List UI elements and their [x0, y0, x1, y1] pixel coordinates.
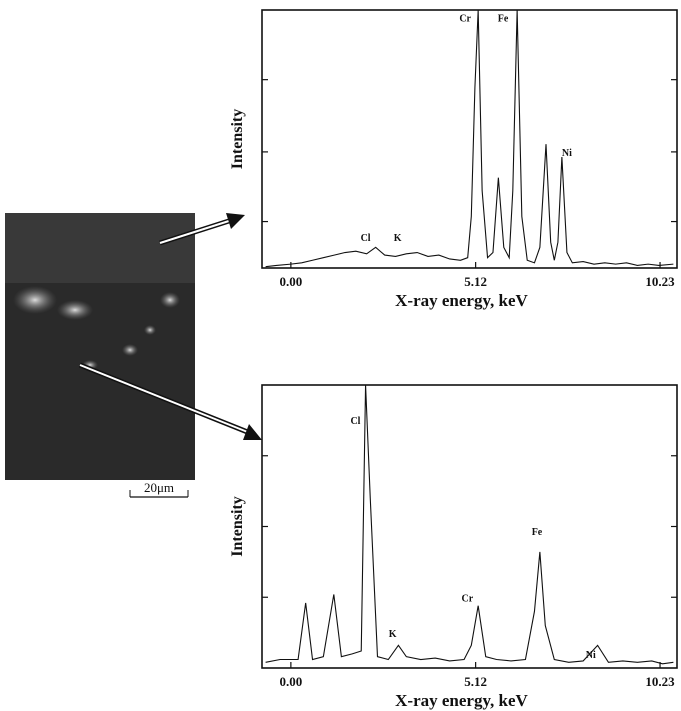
x-tick-label: 0.00: [279, 674, 302, 689]
scale-bar-label: 20μm: [144, 480, 174, 495]
y-axis-label: Intensity: [229, 109, 246, 169]
peak-label: Cr: [459, 14, 471, 25]
peak-label: Fe: [498, 14, 509, 25]
peak-label: Ni: [586, 650, 596, 661]
spectrum-chart: 0.00 5.12 10.23 X-ray energy, keV Intensity C…: [229, 384, 678, 710]
peak-label: Cl: [350, 416, 360, 427]
x-tick-label: 0.00: [279, 274, 302, 289]
arrows: [79, 213, 262, 440]
y-axis-label: Intensity: [229, 496, 246, 556]
peak-label: Ni: [562, 148, 572, 159]
x-tick-label: 5.12: [464, 274, 487, 289]
x-axis-label: X-ray energy, keV: [395, 691, 528, 710]
spectrum-chart: 0.00 5.12 10.23 X-ray energy, keV Intensity C…: [229, 9, 678, 310]
peak-label: K: [394, 233, 402, 244]
plot-frame: [261, 384, 678, 669]
x-tick-label: 10.23: [645, 274, 675, 289]
peak-label: K: [389, 629, 397, 640]
x-tick-label: 10.23: [645, 674, 675, 689]
scale-bar: 20μm: [129, 480, 189, 498]
spectrum-line: [265, 9, 674, 268]
peak-label: Fe: [532, 527, 543, 538]
x-tick-label: 5.12: [464, 674, 487, 689]
x-axis-label: X-ray energy, keV: [395, 291, 528, 310]
spectrum-line: [265, 384, 674, 665]
micrograph: [5, 213, 195, 480]
peak-label: Cl: [361, 233, 371, 244]
peak-label: Cr: [461, 593, 473, 604]
plot-frame: [261, 9, 678, 269]
